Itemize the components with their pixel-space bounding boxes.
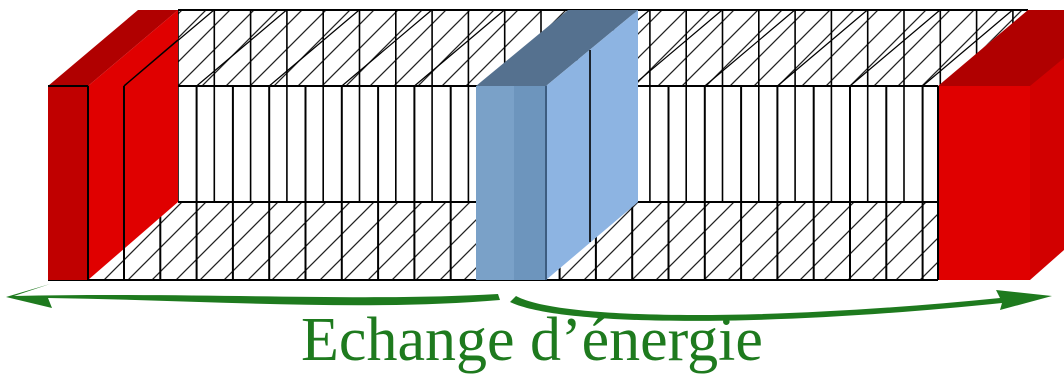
energy-exchange-caption: Echange d’énergie — [0, 304, 1064, 376]
